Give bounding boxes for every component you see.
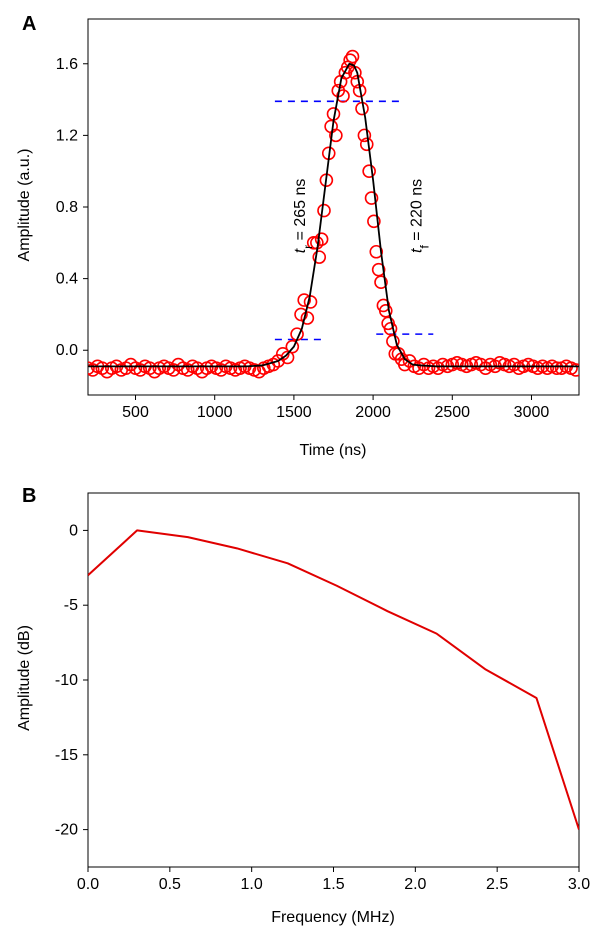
x-tick-label: 0.5: [159, 876, 181, 893]
panel-b-plot-area: [87, 492, 580, 868]
data-point: [569, 363, 579, 377]
spectrum-line: [88, 529, 579, 830]
x-tick-label: 500: [122, 404, 149, 421]
data-point: [329, 128, 343, 143]
data-point: [378, 304, 393, 318]
rise-time-label: tr = 265 ns: [292, 179, 315, 254]
fall-time-label: tf = 220 ns: [408, 179, 431, 253]
x-tick-label: 2.0: [404, 876, 426, 893]
panel-a-series: [88, 49, 579, 379]
x-tick-label: 0.0: [77, 876, 99, 893]
y-tick-label: 1.6: [56, 56, 78, 73]
panel-b-ticks: 0.0 0.5 1.0 1.5 2.0 2.5 3.0 0 -5 -10 -15 -20: [55, 522, 590, 893]
rise-time-symbol: t: [292, 248, 309, 253]
x-tick-label: 1000: [197, 404, 233, 421]
data-point: [364, 191, 379, 205]
x-tick-label: 1.0: [241, 876, 263, 893]
x-tick-label: 2000: [355, 404, 391, 421]
data-point: [343, 53, 357, 67]
data-point: [312, 250, 327, 264]
y-tick-label: -10: [55, 672, 78, 689]
y-tick-label: -15: [55, 747, 78, 764]
x-tick-label: 1500: [276, 404, 312, 421]
x-tick-label: 1.5: [322, 876, 344, 893]
fall-time-value: = 220 ns: [408, 179, 425, 245]
panel-a-x-axis-title: Time (ns): [300, 442, 367, 459]
panel-b-series: [88, 529, 579, 830]
y-tick-label: 0.8: [56, 199, 78, 216]
data-point: [317, 203, 331, 218]
panel-b: B 0.0 0.5 1.0 1.5 2.0 2.5 3.0 0 -5 -10 -15 -20 Freq…: [16, 485, 590, 926]
rise-time-value: = 265 ns: [292, 179, 309, 245]
y-tick-label: 1.2: [56, 127, 78, 144]
y-tick-label: -5: [64, 597, 78, 614]
x-tick-label: 2.5: [486, 876, 508, 893]
panel-b-x-axis-title: Frequency (MHz): [271, 909, 395, 926]
data-point: [550, 361, 564, 375]
panel-b-letter: B: [22, 485, 36, 507]
data-point: [271, 354, 285, 368]
data-point: [374, 275, 388, 290]
data-point: [362, 164, 376, 178]
data-point: [357, 128, 372, 143]
data-point: [386, 334, 400, 349]
rise-time-subscript: r: [301, 245, 315, 249]
panel-a-y-axis-title: Amplitude (a.u.): [16, 149, 33, 262]
data-point: [285, 339, 300, 354]
data-point: [345, 49, 360, 64]
x-tick-label: 2500: [434, 404, 470, 421]
data-point: [88, 361, 95, 375]
data-point: [371, 262, 386, 277]
x-tick-label: 3.0: [568, 876, 590, 893]
panel-b-y-axis-title: Amplitude (dB): [16, 625, 33, 731]
panel-a-ticks: 500 1000 1500 2000 2500 3000 0.0 0.4 0.8 1.2 1.6: [56, 56, 550, 421]
y-tick-label: 0: [69, 522, 78, 539]
data-point: [383, 321, 398, 336]
data-point: [314, 232, 329, 247]
y-tick-label: 0.4: [56, 271, 78, 288]
data-point: [369, 244, 384, 259]
data-point: [336, 89, 350, 103]
fall-time-symbol: t: [408, 248, 425, 253]
data-point: [297, 293, 311, 307]
panel-a-frame: [87, 18, 580, 396]
y-tick-label: 0.0: [56, 342, 78, 359]
panel-a-letter: A: [22, 13, 36, 35]
data-point: [300, 311, 315, 325]
x-tick-label: 3000: [514, 404, 550, 421]
data-point: [367, 214, 381, 229]
data-point: [359, 137, 374, 152]
fit-curve: [88, 62, 579, 368]
y-tick-label: -20: [55, 822, 78, 839]
fall-time-subscript: f: [417, 245, 431, 249]
